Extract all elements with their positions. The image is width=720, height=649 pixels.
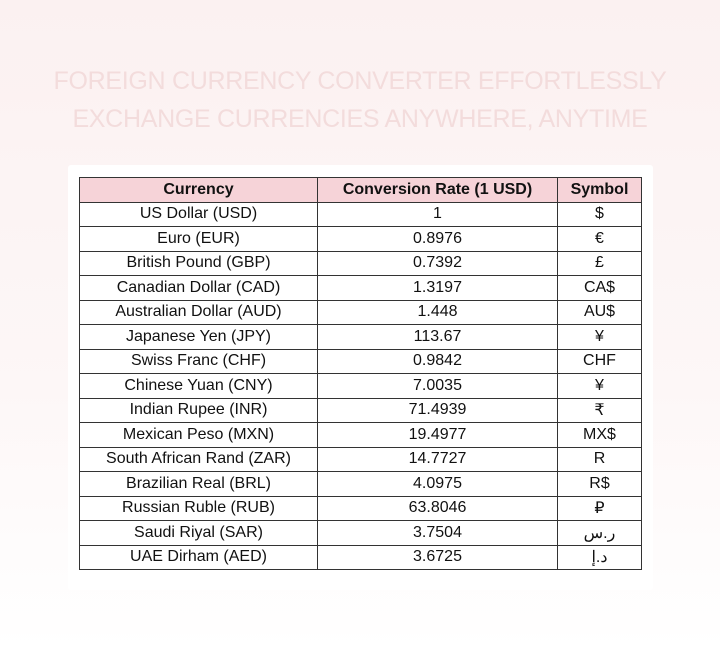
table-row: Mexican Peso (MXN) 19.4977 MX$ xyxy=(79,422,642,448)
title-line-1: FOREIGN CURRENCY CONVERTER EFFORTLESSLY xyxy=(53,67,667,95)
symbol-cell: £ xyxy=(557,250,642,276)
table-row: US Dollar (USD) 1 $ xyxy=(79,201,642,227)
currency-cell: UAE Dirham (AED) xyxy=(79,544,318,570)
rate-cell: 3.6725 xyxy=(317,544,558,570)
symbol-cell: AU$ xyxy=(557,299,642,325)
rate-cell: 4.0975 xyxy=(317,471,558,497)
rate-cell: 113.67 xyxy=(317,324,558,350)
symbol-cell: R$ xyxy=(557,471,642,497)
currency-cell: Saudi Riyal (SAR) xyxy=(79,520,318,546)
table-row: South African Rand (ZAR) 14.7727 R xyxy=(79,446,642,472)
table-row: Euro (EUR) 0.8976 € xyxy=(79,226,642,252)
currency-cell: Indian Rupee (INR) xyxy=(79,397,318,423)
currency-cell: Australian Dollar (AUD) xyxy=(79,299,318,325)
table-row: British Pound (GBP) 0.7392 £ xyxy=(79,250,642,276)
header-currency: Currency xyxy=(79,177,318,203)
rate-cell: 0.8976 xyxy=(317,226,558,252)
rate-cell: 1 xyxy=(317,201,558,227)
currency-cell: Mexican Peso (MXN) xyxy=(79,422,318,448)
table-header-row: Currency Conversion Rate (1 USD) Symbol xyxy=(79,177,642,203)
table-row: Saudi Riyal (SAR) 3.7504 ر.س xyxy=(79,520,642,546)
currency-cell: Brazilian Real (BRL) xyxy=(79,471,318,497)
table-row: Russian Ruble (RUB) 63.8046 ₽ xyxy=(79,495,642,521)
table-row: Chinese Yuan (CNY) 7.0035 ¥ xyxy=(79,373,642,399)
symbol-cell: R xyxy=(557,446,642,472)
symbol-cell: CHF xyxy=(557,348,642,374)
currency-cell: British Pound (GBP) xyxy=(79,250,318,276)
symbol-cell: CA$ xyxy=(557,275,642,301)
symbol-cell: MX$ xyxy=(557,422,642,448)
table-row: Brazilian Real (BRL) 4.0975 R$ xyxy=(79,471,642,497)
rate-cell: 3.7504 xyxy=(317,520,558,546)
currency-table: Currency Conversion Rate (1 USD) Symbol … xyxy=(79,177,642,570)
symbol-cell: ₹ xyxy=(557,397,642,423)
rate-cell: 1.3197 xyxy=(317,275,558,301)
rate-cell: 63.8046 xyxy=(317,495,558,521)
table-row: Australian Dollar (AUD) 1.448 AU$ xyxy=(79,299,642,325)
currency-cell: South African Rand (ZAR) xyxy=(79,446,318,472)
symbol-cell: $ xyxy=(557,201,642,227)
symbol-cell: د.إ xyxy=(557,544,642,570)
table-row: UAE Dirham (AED) 3.6725 د.إ xyxy=(79,544,642,570)
currency-cell: Euro (EUR) xyxy=(79,226,318,252)
title-line-2: EXCHANGE CURRENCIES ANYWHERE, ANYTIME xyxy=(72,105,648,133)
header-symbol: Symbol xyxy=(557,177,642,203)
currency-cell: Russian Ruble (RUB) xyxy=(79,495,318,521)
symbol-cell: ¥ xyxy=(557,373,642,399)
currency-cell: Swiss Franc (CHF) xyxy=(79,348,318,374)
header-conversion-rate: Conversion Rate (1 USD) xyxy=(317,177,558,203)
rate-cell: 19.4977 xyxy=(317,422,558,448)
rate-cell: 0.9842 xyxy=(317,348,558,374)
rate-cell: 1.448 xyxy=(317,299,558,325)
table-row: Canadian Dollar (CAD) 1.3197 CA$ xyxy=(79,275,642,301)
rate-cell: 14.7727 xyxy=(317,446,558,472)
table-row: Indian Rupee (INR) 71.4939 ₹ xyxy=(79,397,642,423)
symbol-cell: ₽ xyxy=(557,495,642,521)
symbol-cell: € xyxy=(557,226,642,252)
page-title: FOREIGN CURRENCY CONVERTER EFFORTLESSLY … xyxy=(0,62,720,138)
table-row: Japanese Yen (JPY) 113.67 ¥ xyxy=(79,324,642,350)
table-row: Swiss Franc (CHF) 0.9842 CHF xyxy=(79,348,642,374)
rate-cell: 7.0035 xyxy=(317,373,558,399)
currency-cell: Japanese Yen (JPY) xyxy=(79,324,318,350)
symbol-cell: ر.س xyxy=(557,520,642,546)
currency-cell: US Dollar (USD) xyxy=(79,201,318,227)
rate-cell: 0.7392 xyxy=(317,250,558,276)
rate-cell: 71.4939 xyxy=(317,397,558,423)
currency-cell: Chinese Yuan (CNY) xyxy=(79,373,318,399)
symbol-cell: ¥ xyxy=(557,324,642,350)
currency-cell: Canadian Dollar (CAD) xyxy=(79,275,318,301)
